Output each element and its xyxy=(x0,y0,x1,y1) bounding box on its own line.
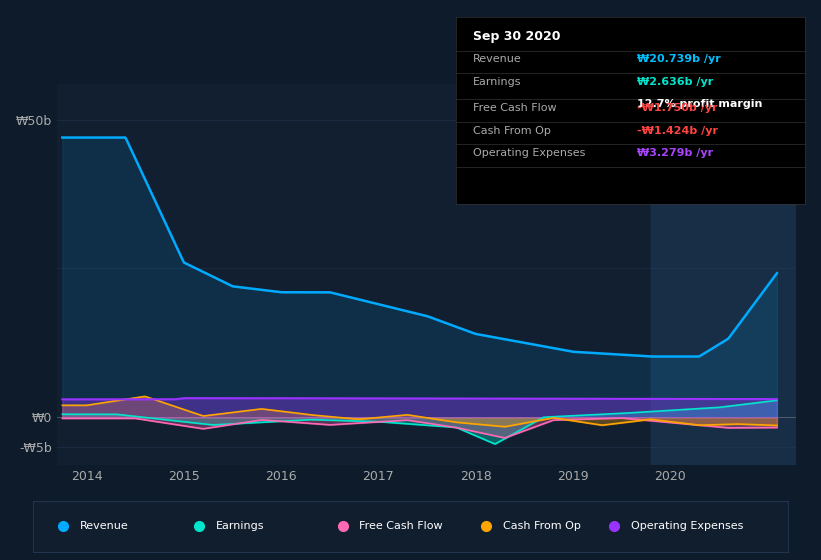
Text: Free Cash Flow: Free Cash Flow xyxy=(359,521,443,531)
Text: -₩1.750b /yr: -₩1.750b /yr xyxy=(637,103,718,113)
Text: ₩3.279b /yr: ₩3.279b /yr xyxy=(637,148,713,158)
Bar xyxy=(650,84,796,465)
Text: Revenue: Revenue xyxy=(473,54,522,64)
Text: Free Cash Flow: Free Cash Flow xyxy=(473,103,557,113)
Text: Cash From Op: Cash From Op xyxy=(502,521,580,531)
Text: ₩2.636b /yr: ₩2.636b /yr xyxy=(637,77,713,87)
Text: Revenue: Revenue xyxy=(80,521,128,531)
Text: 12.7% profit margin: 12.7% profit margin xyxy=(637,99,763,109)
Text: Sep 30 2020: Sep 30 2020 xyxy=(473,30,561,43)
Text: ₩20.739b /yr: ₩20.739b /yr xyxy=(637,54,721,64)
Text: Earnings: Earnings xyxy=(216,521,264,531)
Text: -₩1.424b /yr: -₩1.424b /yr xyxy=(637,125,718,136)
Text: Operating Expenses: Operating Expenses xyxy=(473,148,585,158)
Text: Operating Expenses: Operating Expenses xyxy=(631,521,744,531)
Text: Cash From Op: Cash From Op xyxy=(473,125,551,136)
Text: Earnings: Earnings xyxy=(473,77,521,87)
